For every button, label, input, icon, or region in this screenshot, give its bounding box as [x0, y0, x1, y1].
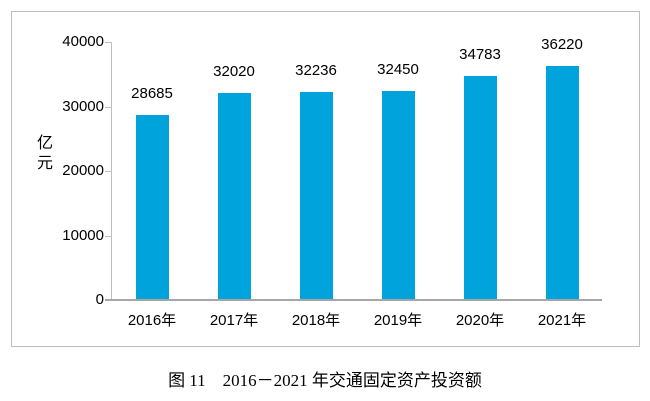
bar-value-label: 34783 — [459, 46, 501, 63]
x-axis-category-label: 2021年 — [537, 312, 587, 329]
y-axis-tick-mark — [105, 171, 112, 172]
x-axis-category-label: 2017年 — [209, 312, 259, 329]
x-axis-category-label: 2019年 — [373, 312, 423, 329]
bar-value-label: 32020 — [213, 63, 255, 80]
y-axis-tick-mark — [105, 236, 112, 237]
bar — [382, 91, 415, 300]
bar — [218, 93, 251, 300]
y-axis-tick-label: 0 — [95, 291, 104, 308]
bar — [300, 92, 333, 300]
x-axis-line — [105, 299, 602, 301]
y-axis-tick-mark — [105, 107, 112, 108]
y-axis-tick-label: 10000 — [62, 227, 104, 244]
bar-value-label: 28685 — [131, 85, 173, 102]
bar — [464, 76, 497, 300]
y-axis-tick-mark — [105, 42, 112, 43]
figure-caption: 图 11 2016－2021 年交通固定资产投资额 — [168, 371, 482, 390]
y-axis-tick-label: 30000 — [62, 98, 104, 115]
bar-value-label: 32236 — [295, 62, 337, 79]
x-axis-category-label: 2016年 — [127, 312, 177, 329]
y-axis-tick-label: 40000 — [62, 33, 104, 50]
bar-value-label: 32450 — [377, 61, 419, 78]
y-axis-tick-label: 20000 — [62, 162, 104, 179]
x-axis-category-label: 2020年 — [455, 312, 505, 329]
bar-value-label: 36220 — [541, 36, 583, 53]
x-axis-category-label: 2018年 — [291, 312, 341, 329]
bar — [136, 115, 169, 300]
y-axis-unit-label: 亿元 — [34, 134, 51, 174]
bar — [546, 66, 579, 300]
